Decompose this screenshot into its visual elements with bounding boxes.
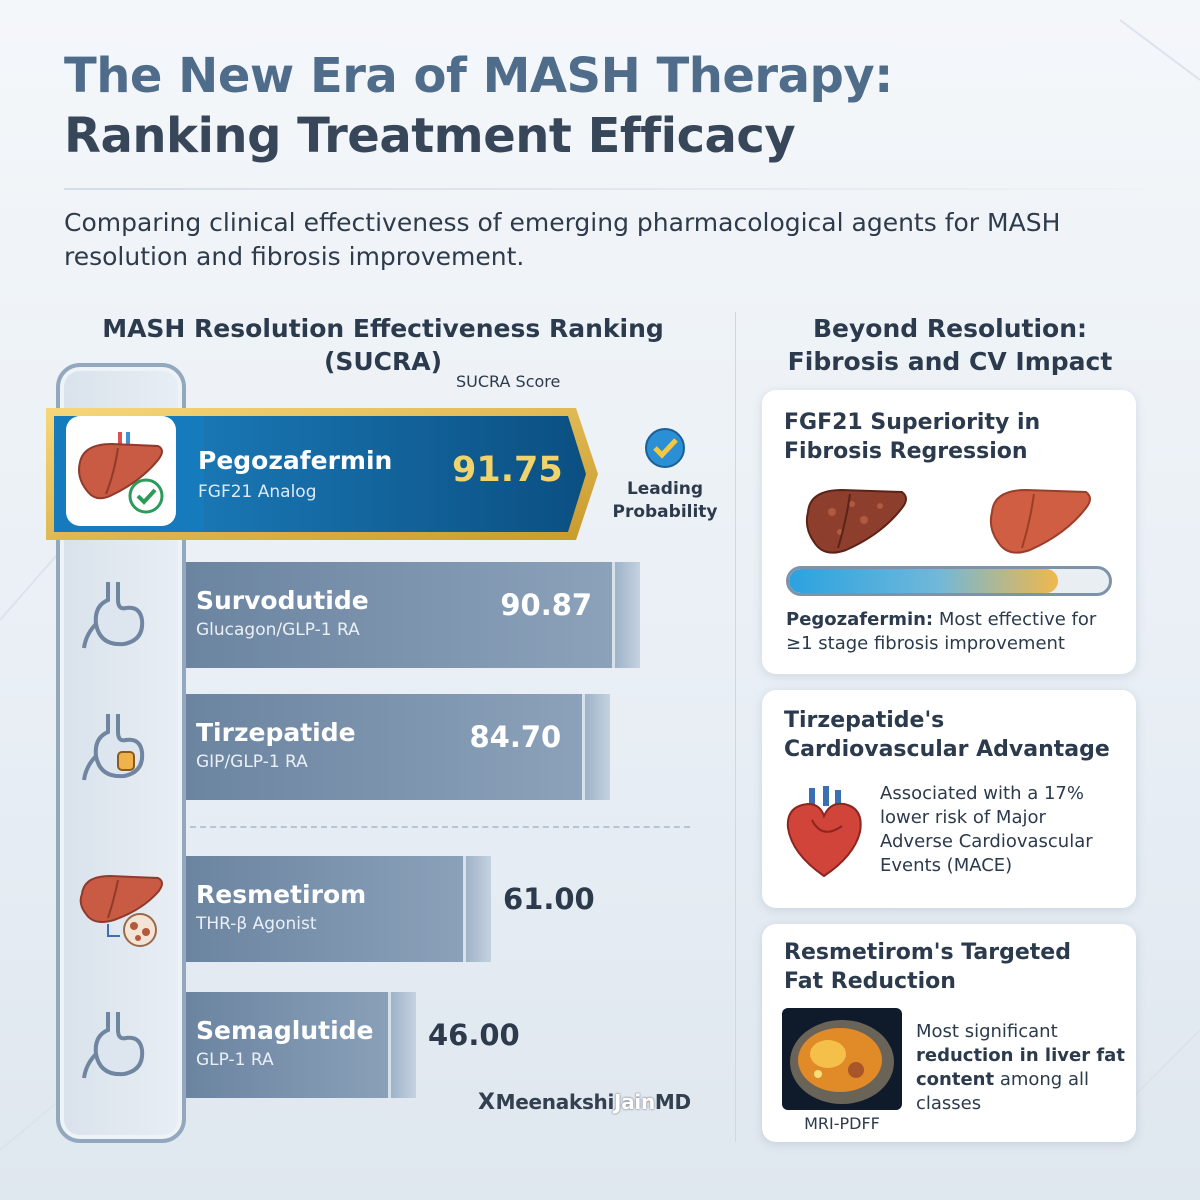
highlight-bar-shape <box>46 408 598 540</box>
bar-label: Resmetirom <box>196 880 367 909</box>
card-fgf21-title: FGF21 Superiority in Fibrosis Regression <box>784 410 1041 464</box>
ranking-heading: MASH Resolution Effectiveness Ranking (S… <box>102 314 664 376</box>
bar-pegozafermin: Pegozafermin FGF21 Analog 91.75 <box>40 404 600 544</box>
card-fgf21-desc: Pegozafermin: Most effective for ≥1 stag… <box>786 608 1126 656</box>
bar-class: THR-β Agonist <box>196 914 317 934</box>
bar-cap <box>581 694 610 800</box>
column-divider <box>735 312 736 1142</box>
card-resmetirom-desc-bold: reduction in liver fat content <box>916 1045 1125 1090</box>
bar-class: GIP/GLP-1 RA <box>196 752 308 772</box>
watermark-name: Meenakshi <box>495 1090 615 1114</box>
bar-survodutide: Survodutide Glucagon/GLP-1 RA <box>186 562 641 668</box>
bar-value-label: 91.75 <box>452 450 563 490</box>
stomach-icon <box>78 1006 158 1090</box>
bar-semaglutide: Semaglutide GLP-1 RA <box>186 992 416 1098</box>
card-tirzepatide: Tirzepatide's Cardiovascular Advantage A… <box>762 690 1136 908</box>
bar-class: Glucagon/GLP-1 RA <box>196 620 360 640</box>
bar-label: Semaglutide <box>196 1016 374 1045</box>
bar-value-label: 84.70 <box>469 720 562 754</box>
bar-value-label: 90.87 <box>500 588 593 622</box>
card-fgf21-desc-bold: Pegozafermin: <box>786 609 934 630</box>
liver-check-icon <box>66 416 176 526</box>
page-subtitle: Comparing clinical effectiveness of emer… <box>64 208 1061 271</box>
bar-class: FGF21 Analog <box>198 482 317 502</box>
fibrosis-progress-fill <box>789 569 1058 593</box>
title-line-1: The New Era of MASH Therapy: <box>64 48 893 104</box>
fibrosis-progress-bar <box>786 566 1112 596</box>
check-badge-icon <box>645 428 685 468</box>
stomach-icon <box>78 576 158 660</box>
bar-label: Pegozafermin <box>198 446 393 475</box>
bar-cap <box>612 562 641 668</box>
bar-tirzepatide: Tirzepatide GIP/GLP-1 RA <box>186 694 610 800</box>
card-fgf21: FGF21 Superiority in Fibrosis Regression… <box>762 390 1136 674</box>
title-line-2: Ranking Treatment Efficacy <box>64 108 796 164</box>
bar-label: Survodutide <box>196 586 369 615</box>
card-tirzepatide-desc: Associated with a 17% lower risk of Majo… <box>880 783 1093 876</box>
liver-cells-icon <box>78 870 168 954</box>
heart-icon <box>786 786 862 878</box>
bar-cap <box>388 992 416 1098</box>
mri-label: MRI-PDFF <box>804 1114 880 1133</box>
stomach-pill-icon <box>78 708 158 792</box>
beyond-resolution-heading: Beyond Resolution: Fibrosis and CV Impac… <box>787 314 1113 376</box>
card-resmetirom-desc: Most significant reduction in liver fat … <box>916 1020 1126 1116</box>
x-logo-icon: X <box>478 1090 495 1115</box>
bar-value-label: 61.00 <box>503 882 595 916</box>
card-resmetirom-desc-post: among all classes <box>916 1069 1089 1114</box>
fibrotic-liver-icon <box>805 488 907 554</box>
healthy-liver-icon <box>989 488 1091 554</box>
title-rule <box>64 188 1144 190</box>
card-fgf21-desc-rest: Most effective for ≥1 stage fibrosis imp… <box>786 609 1097 654</box>
page-title: The New Era of MASH Therapy: Ranking Tre… <box>64 46 893 166</box>
watermark-suffix: MD <box>654 1090 691 1114</box>
bar-resmetirom: Resmetirom THR-β Agonist <box>186 856 491 962</box>
bar-label: Tirzepatide <box>196 718 356 747</box>
tier-divider <box>190 826 690 828</box>
sucra-score-heading: SUCRA Score <box>456 372 561 391</box>
watermark-mid: Jain <box>614 1090 655 1114</box>
bar-cap <box>463 856 491 962</box>
card-tirzepatide-title: Tirzepatide's Cardiovascular Advantage <box>784 708 1110 762</box>
card-resmetirom: Resmetirom's Targeted Fat Reduction MRI-… <box>762 924 1136 1142</box>
mri-scan-icon <box>782 1008 902 1110</box>
leading-probability: Leading Probability <box>600 426 730 524</box>
bar-class: GLP-1 RA <box>196 1050 274 1070</box>
leading-probability-label: Leading Probability <box>612 479 718 522</box>
card-resmetirom-desc-pre: Most significant <box>916 1021 1058 1042</box>
card-resmetirom-title: Resmetirom's Targeted Fat Reduction <box>784 940 1071 994</box>
watermark: XMeenakshiJainMD <box>478 1090 691 1115</box>
bar-value-label: 46.00 <box>428 1018 520 1052</box>
